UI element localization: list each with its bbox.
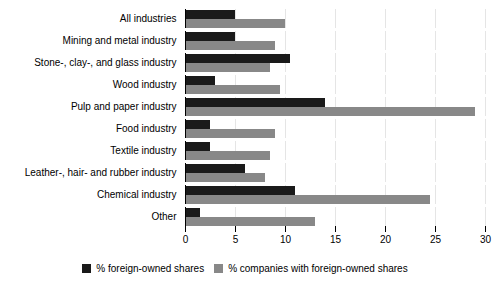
- svg-text:5: 5: [233, 234, 239, 245]
- svg-text:Food industry: Food industry: [116, 123, 177, 134]
- svg-text:Wood industry: Wood industry: [113, 79, 177, 90]
- svg-text:Chemical industry: Chemical industry: [97, 189, 176, 200]
- svg-text:Pulp and paper industry: Pulp and paper industry: [71, 101, 177, 112]
- svg-text:Leather-, hair- and rubber ind: Leather-, hair- and rubber industry: [25, 167, 177, 178]
- svg-text:All industries: All industries: [120, 13, 177, 24]
- svg-text:10: 10: [280, 234, 292, 245]
- svg-text:25: 25: [430, 234, 442, 245]
- svg-text:Textile industry: Textile industry: [110, 145, 176, 156]
- svg-text:Other: Other: [151, 211, 177, 222]
- svg-text:30: 30: [480, 234, 492, 245]
- svg-text:20: 20: [380, 234, 392, 245]
- html-text:% foreign-owned shares: % foreign-owned shares: [96, 263, 205, 274]
- html-text:% companies with foreign-owned: % companies with foreign-owned shares: [228, 263, 408, 274]
- svg-text:Mining and metal industry: Mining and metal industry: [63, 35, 177, 46]
- svg-text:0: 0: [183, 234, 189, 245]
- svg-text:15: 15: [330, 234, 342, 245]
- svg-text:Stone-, clay-, and glass indus: Stone-, clay-, and glass industry: [34, 57, 176, 68]
